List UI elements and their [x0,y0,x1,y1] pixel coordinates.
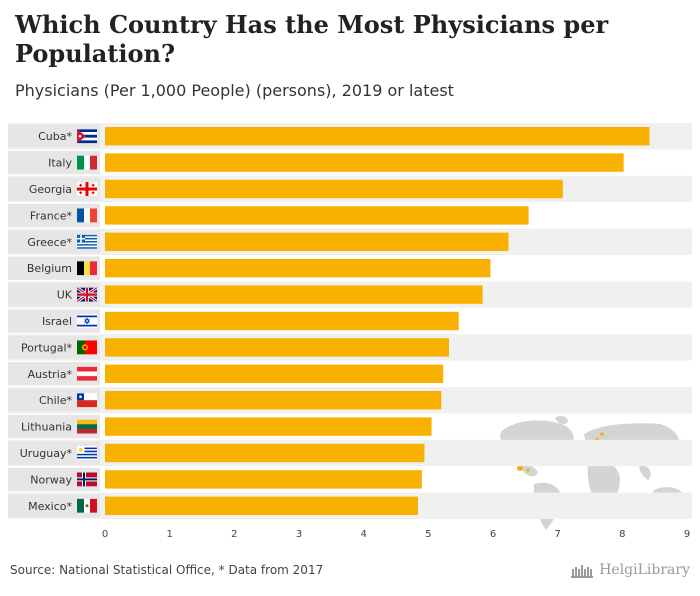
chart-row: Lithuania [8,414,432,439]
x-tick-label: 5 [425,529,431,540]
x-tick-label: 4 [360,529,366,540]
x-tick-label: 6 [490,529,496,540]
library-icon [571,565,594,578]
chart-row: Cuba* [8,123,692,150]
uruguay-flag-icon [77,446,97,460]
bar[interactable] [105,417,432,436]
chile-flag-icon [77,393,97,408]
category-label: Portugal* [21,341,73,354]
belgium-flag-icon [77,261,97,276]
brand-logo[interactable]: HelgiLibrary [570,562,690,578]
chart-title: Which Country Has the Most Physicians pe… [15,10,609,68]
bar[interactable] [105,311,459,331]
category-label: Belgium [27,262,72,275]
lithuania-flag-icon [77,419,97,434]
category-label: Georgia [29,183,72,196]
bar[interactable] [105,364,444,383]
category-label: UK [57,289,73,302]
x-tick-label: 7 [554,529,560,540]
x-tick-label: 1 [166,529,172,540]
chart-row: France* [8,203,529,228]
bar[interactable] [105,470,422,489]
italy-flag-icon [77,155,97,170]
bar[interactable] [105,259,491,278]
category-label: Lithuania [21,421,72,434]
georgia-flag-icon [77,182,97,196]
chart-row: Uruguay* [8,439,692,467]
bar[interactable] [105,179,563,199]
chart-row: Georgia [8,175,692,203]
bar[interactable] [105,153,624,172]
x-tick-label: 2 [231,529,237,540]
chart-row: Italy [8,150,624,175]
bar[interactable] [105,443,425,463]
chart-subtitle: Physicians (Per 1,000 People) (persons),… [15,81,454,100]
bar[interactable] [105,496,418,515]
chart-row: Norway [8,467,422,492]
bar[interactable] [105,285,483,304]
bar[interactable] [105,391,442,410]
category-label: Israel [42,315,72,328]
category-label: Mexico* [28,500,72,513]
greece-flag-icon [77,234,97,249]
x-tick-label: 0 [102,529,108,540]
category-label: Uruguay* [20,447,73,460]
chart-row: Belgium [8,256,491,280]
cuba-flag-icon [77,129,97,144]
france-flag-icon [77,208,97,223]
chart-row: Austria* [8,362,444,386]
source-note: Source: National Statistical Office, * D… [10,563,324,577]
category-label: Norway [30,473,72,486]
category-label: Austria* [28,368,73,381]
x-tick-label: 8 [619,529,625,540]
category-label: France* [30,209,73,222]
bar[interactable] [105,232,509,251]
chart-row: Israel [8,309,459,333]
austria-flag-icon [77,366,97,381]
category-label: Chile* [39,394,73,407]
portugal-flag-icon [77,340,97,355]
bar[interactable] [105,127,650,146]
mexico-flag-icon [77,498,97,513]
x-tick-label: 9 [684,529,690,540]
norway-flag-icon [77,472,97,487]
chart-row: Chile* [8,387,692,414]
chart-row: UK [8,281,692,308]
chart-row: Greece* [8,228,692,255]
brand-name: HelgiLibrary [599,562,690,578]
bar[interactable] [105,338,450,357]
bar[interactable] [105,206,529,225]
x-tick-label: 3 [296,529,302,540]
category-label: Italy [48,157,72,170]
bar-chart: Cuba* Italy Georgia France* Greece* Belgium UK… [8,123,692,540]
chart-row: Portugal* [8,334,692,361]
uk-flag-icon [77,287,97,302]
category-label: Cuba* [38,130,72,143]
israel-flag-icon [77,314,97,328]
category-label: Greece* [27,236,72,249]
chart-row: Mexico* [8,492,692,519]
